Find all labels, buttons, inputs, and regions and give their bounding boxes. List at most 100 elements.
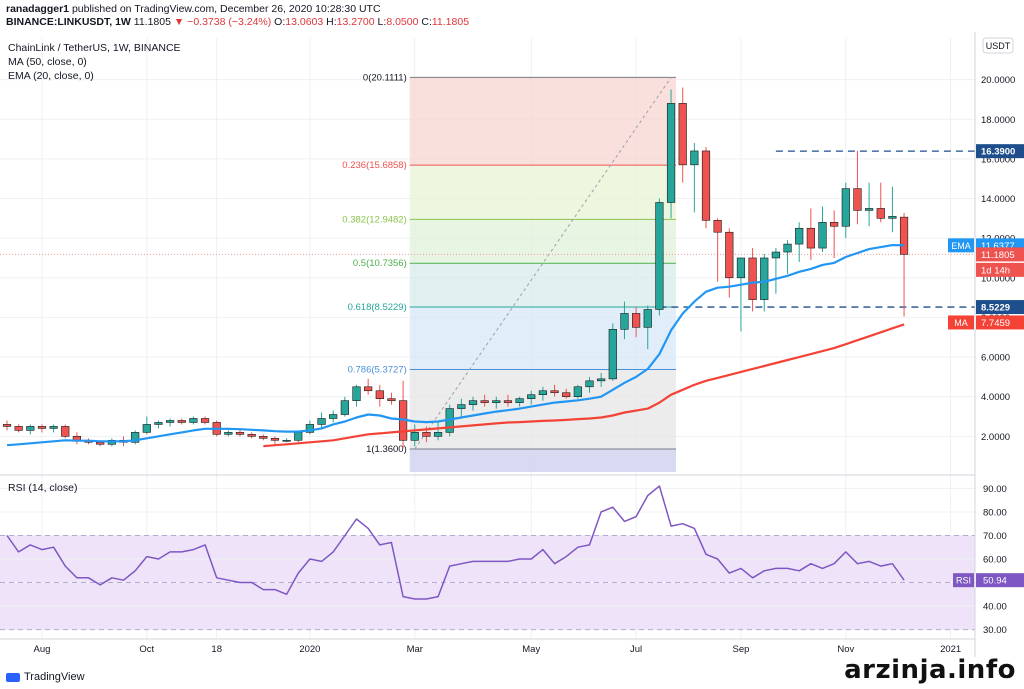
- candle[interactable]: [597, 372, 606, 387]
- candle[interactable]: [515, 396, 524, 407]
- candle[interactable]: [643, 305, 652, 350]
- candle-body: [247, 434, 256, 437]
- candle-body: [515, 398, 524, 403]
- candle[interactable]: [14, 424, 23, 433]
- candle[interactable]: [305, 420, 315, 435]
- published-text: published on TradingView.com, December 2…: [71, 3, 381, 15]
- candle[interactable]: [259, 434, 268, 441]
- close-value: 11.1805: [431, 16, 470, 28]
- close-label: C:: [421, 16, 432, 28]
- candle[interactable]: [899, 212, 909, 317]
- candle-body: [620, 313, 629, 330]
- candle[interactable]: [387, 392, 396, 405]
- candle[interactable]: [247, 432, 256, 439]
- candle[interactable]: [375, 384, 384, 407]
- candle[interactable]: [282, 438, 291, 443]
- candle[interactable]: [61, 424, 70, 439]
- candle[interactable]: [270, 436, 280, 445]
- candle[interactable]: [853, 150, 862, 225]
- price-tick-label: 18.0000: [981, 115, 1015, 126]
- candle[interactable]: [666, 89, 676, 219]
- candle-body: [329, 414, 338, 419]
- candle-body: [818, 222, 827, 249]
- candle[interactable]: [317, 412, 326, 429]
- candle[interactable]: [410, 424, 419, 447]
- candle-body: [340, 400, 349, 415]
- candle[interactable]: [37, 424, 47, 433]
- candle-body: [841, 188, 850, 227]
- candle[interactable]: [2, 420, 12, 431]
- candle-body: [200, 418, 210, 423]
- tradingview-logo-icon: [6, 672, 20, 682]
- candle[interactable]: [142, 416, 151, 435]
- chart-canvas[interactable]: 0(20.1111) 0.236(15.6858) 0.382(12.9482) 0.…: [0, 32, 1024, 657]
- candle-body: [37, 426, 47, 429]
- candle-body: [771, 251, 780, 259]
- candle-body: [457, 404, 466, 409]
- candle[interactable]: [177, 418, 186, 425]
- candle[interactable]: [631, 307, 641, 338]
- price-axis-bg: [975, 32, 1024, 657]
- candle[interactable]: [818, 206, 827, 253]
- candle[interactable]: [131, 430, 140, 445]
- publisher-name[interactable]: ranadagger1: [6, 3, 70, 15]
- candle[interactable]: [806, 208, 815, 260]
- candle-body: [538, 390, 547, 396]
- fib-zone-1: [409, 369, 677, 450]
- candle[interactable]: [713, 218, 722, 282]
- candle[interactable]: [736, 257, 746, 332]
- candle[interactable]: [503, 394, 513, 407]
- indicator-price-tag: [976, 262, 1024, 277]
- candle[interactable]: [550, 384, 559, 397]
- fib-level-label: 0(20.1111): [363, 72, 407, 83]
- candle[interactable]: [527, 390, 536, 405]
- candle[interactable]: [224, 430, 233, 437]
- time-tick-label: Sep: [732, 644, 749, 655]
- candle[interactable]: [538, 386, 547, 401]
- candle[interactable]: [620, 301, 629, 340]
- candle-body: [224, 432, 233, 435]
- symbol-name: BINANCE:LINKUSDT, 1W: [6, 16, 131, 28]
- candle[interactable]: [200, 416, 210, 425]
- candle[interactable]: [888, 186, 897, 233]
- candle[interactable]: [690, 143, 699, 213]
- candle-body: [795, 227, 804, 245]
- candle[interactable]: [701, 146, 711, 229]
- time-tick-label: 2020: [299, 644, 320, 655]
- rsi-value-tag: [976, 573, 1024, 588]
- candle[interactable]: [678, 87, 687, 183]
- candle[interactable]: [841, 182, 850, 239]
- candle[interactable]: [480, 394, 489, 407]
- candle[interactable]: [352, 384, 361, 407]
- candle[interactable]: [562, 388, 571, 399]
- candle[interactable]: [340, 396, 349, 417]
- candle[interactable]: [329, 410, 338, 423]
- candle[interactable]: [585, 376, 594, 393]
- indicator-price-text: 11.1805: [981, 250, 1015, 261]
- currency-button[interactable]: [982, 37, 1014, 54]
- tradingview-logo[interactable]: TradingView: [6, 671, 85, 683]
- candle-body: [305, 424, 315, 433]
- candle[interactable]: [433, 420, 443, 441]
- candle[interactable]: [189, 416, 198, 425]
- candle[interactable]: [26, 424, 35, 435]
- candle[interactable]: [748, 248, 757, 312]
- candle[interactable]: [573, 384, 582, 399]
- candle[interactable]: [771, 248, 780, 294]
- candle[interactable]: [864, 182, 874, 227]
- candle[interactable]: [830, 210, 839, 258]
- candle[interactable]: [457, 398, 466, 417]
- candle[interactable]: [364, 378, 373, 395]
- candle[interactable]: [468, 396, 478, 411]
- candle[interactable]: [492, 396, 501, 409]
- candle[interactable]: [655, 198, 664, 316]
- candle-body: [888, 216, 897, 219]
- level-price-tag: [976, 300, 1024, 315]
- candle[interactable]: [154, 420, 163, 429]
- candle[interactable]: [795, 222, 804, 262]
- candle[interactable]: [783, 240, 792, 274]
- candle[interactable]: [166, 418, 175, 427]
- candle[interactable]: [49, 424, 58, 433]
- candle[interactable]: [608, 323, 617, 381]
- candle[interactable]: [876, 182, 885, 223]
